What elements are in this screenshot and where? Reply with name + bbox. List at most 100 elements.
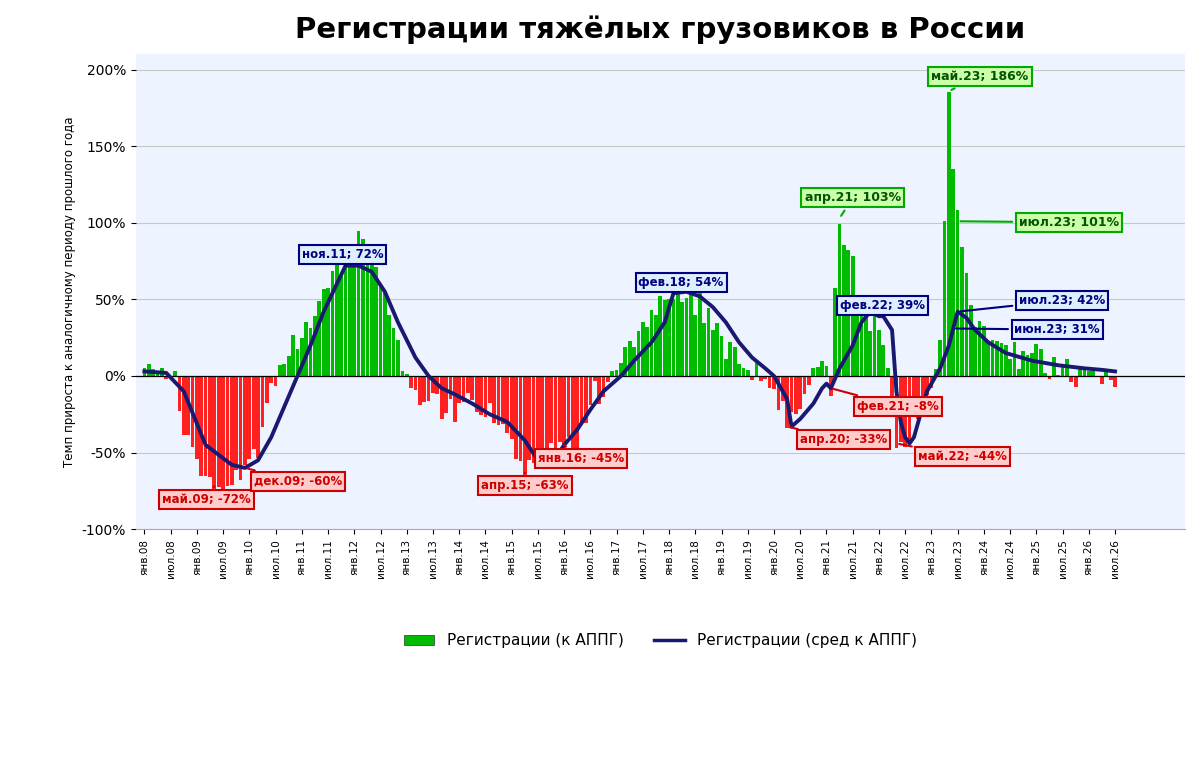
Bar: [685, 298, 689, 376]
Bar: [991, 340, 995, 376]
Text: апр.20; -33%: апр.20; -33%: [790, 427, 888, 446]
Bar: [558, 376, 562, 442]
Bar: [702, 323, 706, 376]
Title: Регистрации тяжёлых грузовиков в России: Регистрации тяжёлых грузовиков в России: [295, 15, 1026, 44]
Bar: [396, 339, 400, 376]
Bar: [1008, 359, 1012, 376]
Bar: [899, 376, 902, 441]
Bar: [553, 376, 557, 450]
Bar: [143, 368, 146, 376]
Bar: [659, 296, 662, 376]
Bar: [466, 376, 470, 393]
Bar: [890, 376, 894, 397]
Bar: [318, 301, 322, 376]
Bar: [440, 376, 444, 419]
Bar: [1021, 350, 1025, 376]
Bar: [287, 356, 290, 376]
Bar: [851, 256, 854, 376]
Bar: [680, 303, 684, 376]
Bar: [614, 370, 618, 376]
Bar: [794, 376, 798, 414]
Text: фев.21; -8%: фев.21; -8%: [834, 389, 938, 412]
Bar: [292, 335, 295, 376]
Text: фев.22; 39%: фев.22; 39%: [840, 299, 924, 316]
Bar: [808, 376, 811, 385]
Bar: [833, 288, 838, 376]
Bar: [676, 290, 679, 376]
Bar: [226, 376, 229, 486]
Bar: [1030, 353, 1034, 376]
Text: апр.15; -63%: апр.15; -63%: [481, 473, 569, 492]
Bar: [947, 93, 950, 376]
Bar: [829, 376, 833, 396]
Text: июл.23; 42%: июл.23; 42%: [960, 294, 1105, 311]
Bar: [580, 376, 583, 425]
Bar: [628, 340, 631, 376]
Bar: [934, 369, 937, 376]
Bar: [624, 347, 628, 376]
Bar: [715, 323, 719, 376]
Bar: [811, 368, 815, 376]
Bar: [1039, 349, 1043, 376]
Bar: [728, 342, 732, 376]
Bar: [239, 376, 242, 480]
Bar: [982, 326, 985, 376]
Bar: [886, 368, 889, 376]
Bar: [742, 368, 745, 376]
Bar: [523, 376, 527, 477]
Bar: [917, 376, 920, 419]
Bar: [156, 373, 160, 376]
Bar: [178, 376, 181, 411]
Bar: [1069, 376, 1073, 383]
Bar: [431, 376, 434, 394]
Bar: [772, 376, 776, 390]
Bar: [859, 297, 863, 376]
Bar: [230, 376, 234, 485]
Bar: [943, 221, 947, 376]
Bar: [404, 374, 408, 376]
Bar: [601, 376, 605, 397]
Bar: [257, 376, 260, 458]
Bar: [1096, 376, 1099, 377]
Bar: [672, 299, 676, 376]
Bar: [244, 376, 247, 466]
Bar: [452, 376, 457, 422]
Text: апр.21; 103%: апр.21; 103%: [805, 191, 901, 216]
Bar: [532, 376, 535, 463]
Bar: [904, 376, 907, 448]
Text: дек.09; -60%: дек.09; -60%: [247, 469, 342, 488]
Bar: [986, 342, 990, 376]
Bar: [1000, 343, 1003, 376]
Bar: [763, 376, 767, 379]
Text: май.09; -72%: май.09; -72%: [162, 486, 251, 506]
Bar: [366, 264, 370, 376]
Y-axis label: Темп прироста к аналогичному периоду прошлого года: Темп прироста к аналогичному периоду про…: [62, 117, 76, 467]
Bar: [1082, 368, 1086, 376]
Bar: [824, 365, 828, 376]
Bar: [662, 300, 666, 376]
Bar: [689, 289, 692, 376]
Bar: [698, 292, 702, 376]
Bar: [755, 363, 758, 376]
Bar: [737, 364, 740, 376]
Bar: [1034, 344, 1038, 376]
Bar: [641, 322, 644, 376]
Bar: [475, 376, 479, 412]
Bar: [164, 376, 168, 379]
Bar: [510, 376, 514, 439]
Bar: [182, 376, 186, 435]
Bar: [335, 254, 338, 376]
Bar: [798, 376, 802, 409]
Bar: [588, 376, 593, 405]
Bar: [995, 341, 998, 376]
Bar: [646, 327, 649, 376]
Bar: [326, 288, 330, 376]
Bar: [776, 376, 780, 410]
Text: фев.18; 54%: фев.18; 54%: [638, 276, 724, 293]
Bar: [593, 376, 596, 381]
Legend: Регистрации (к АППГ), Регистрации (сред к АППГ): Регистрации (к АППГ), Регистрации (сред …: [397, 627, 923, 655]
Bar: [427, 376, 431, 401]
Bar: [606, 376, 610, 382]
Text: янв.16; -45%: янв.16; -45%: [538, 445, 624, 465]
Bar: [912, 376, 916, 410]
